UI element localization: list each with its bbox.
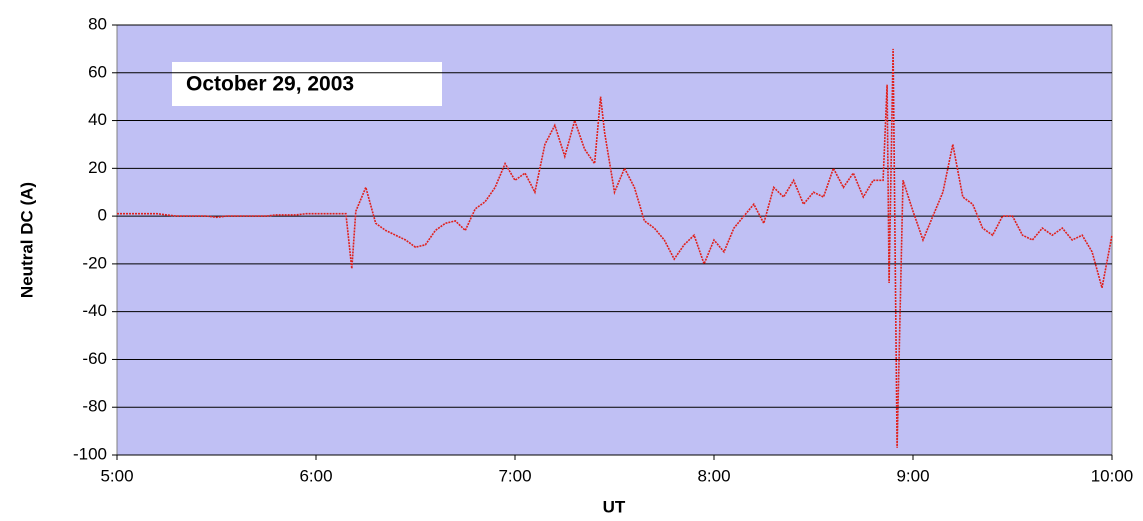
y-tick-label: -100 — [73, 444, 107, 463]
y-tick-label: 80 — [88, 14, 107, 33]
y-tick-label: -20 — [82, 253, 107, 272]
x-tick-label: 7:00 — [498, 466, 531, 485]
y-axis-label: Neutral DC (A) — [17, 182, 36, 298]
y-tick-label: -80 — [82, 397, 107, 416]
x-tick-label: 10:00 — [1091, 466, 1134, 485]
annotation-box — [172, 62, 442, 106]
y-tick-label: 0 — [98, 206, 107, 225]
data-line — [117, 48, 1113, 448]
x-axis-label: UT — [603, 497, 626, 516]
y-tick-label: 20 — [88, 158, 107, 177]
x-tick-label: 9:00 — [896, 466, 929, 485]
x-tick-label: 8:00 — [697, 466, 730, 485]
y-tick-label: -60 — [82, 349, 107, 368]
annotation: October 29, 2003 — [186, 73, 354, 96]
y-tick-label: -40 — [82, 301, 107, 320]
y-tick-label: 60 — [88, 62, 107, 81]
x-tick-label: 5:00 — [100, 466, 133, 485]
x-tick-label: 6:00 — [299, 466, 332, 485]
y-tick-label: 40 — [88, 110, 107, 129]
